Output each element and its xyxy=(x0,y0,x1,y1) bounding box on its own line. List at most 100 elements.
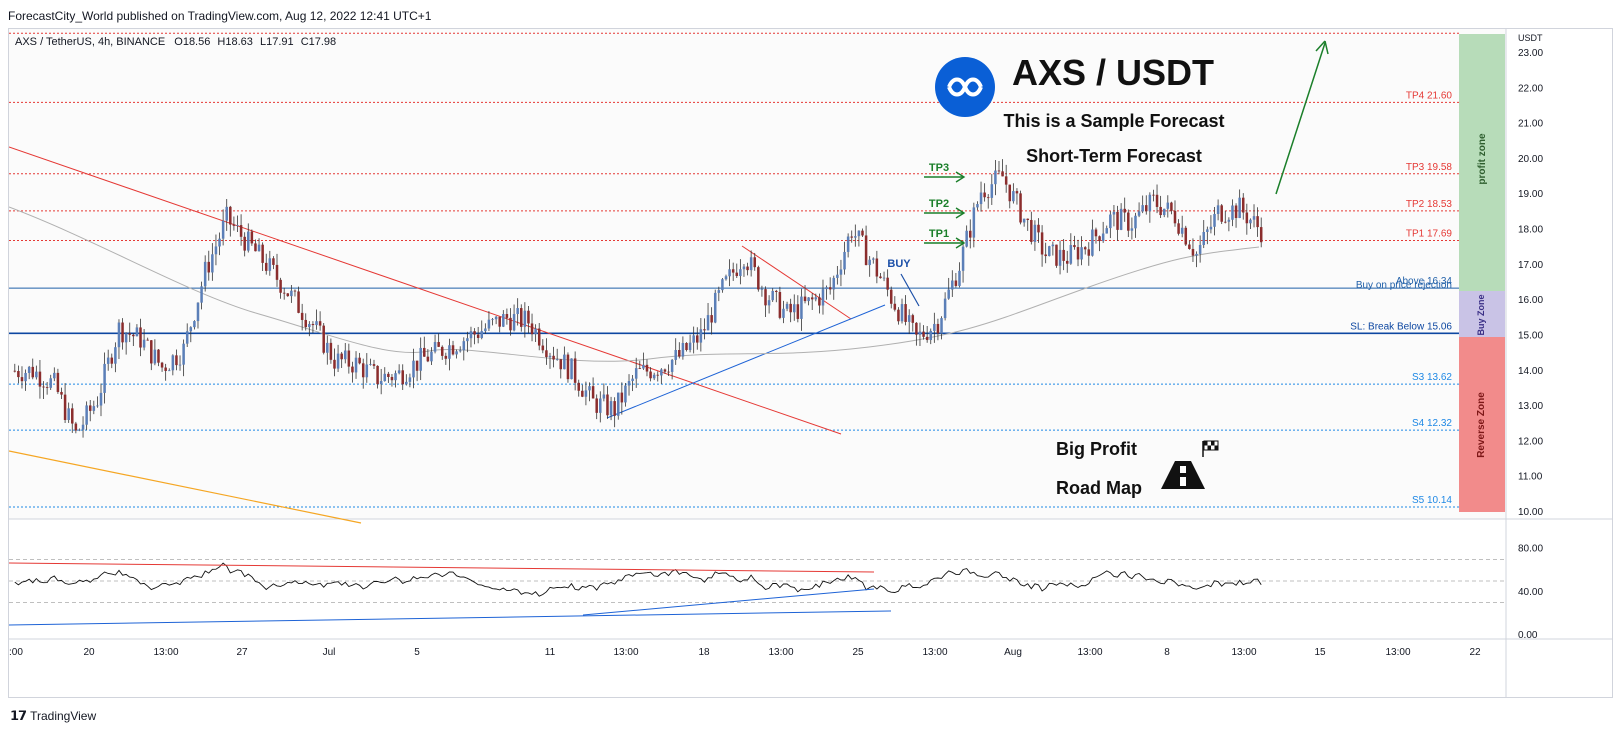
tp-arrow-head xyxy=(955,171,966,183)
candle-body xyxy=(71,408,74,424)
candle-body xyxy=(771,290,774,301)
forecast-title: AXS / USDT xyxy=(1012,52,1214,93)
candle-body xyxy=(818,297,821,306)
candle-body xyxy=(81,424,85,430)
candle-body xyxy=(1137,211,1141,216)
candle-body xyxy=(1109,214,1112,229)
candle-body xyxy=(1040,232,1044,255)
candle-body xyxy=(397,370,401,374)
forecast-subtitle-1: This is a Sample Forecast xyxy=(1003,111,1224,131)
candle-body xyxy=(20,377,24,382)
candle-body xyxy=(821,289,825,306)
candle-body xyxy=(875,258,879,277)
candle-body xyxy=(792,304,796,313)
candle-body xyxy=(933,323,936,331)
candle-body xyxy=(731,269,735,273)
candle-body xyxy=(437,342,440,347)
time-tick: 13:00 xyxy=(153,647,178,658)
forecast-subtitle-2: Short-Term Forecast xyxy=(1026,146,1202,166)
candle-body xyxy=(1184,227,1188,245)
candle-body xyxy=(936,323,940,334)
candle-body xyxy=(990,184,994,198)
candle-body xyxy=(426,356,430,362)
candle-body xyxy=(850,236,853,238)
candle-body xyxy=(649,371,652,379)
candle-body xyxy=(56,372,60,392)
candle-body xyxy=(976,204,979,208)
candle-body xyxy=(631,378,634,382)
candle-body xyxy=(854,236,857,238)
candle-body xyxy=(1001,171,1004,177)
reverse-zone-label: Reverse Zone xyxy=(1476,392,1487,458)
candle-body xyxy=(132,334,135,337)
candle-body xyxy=(904,304,907,322)
candle-body xyxy=(1051,244,1055,247)
candle-body xyxy=(699,329,703,343)
rsi-long-support-line xyxy=(8,610,892,626)
candle-body xyxy=(843,251,846,270)
candle-body xyxy=(1123,208,1126,213)
candle-body xyxy=(139,327,142,348)
candle-body xyxy=(785,303,789,309)
candle-body xyxy=(1033,224,1037,242)
candle-body xyxy=(27,366,31,373)
candle-body xyxy=(749,257,753,271)
candle-body xyxy=(175,355,178,366)
candle-body xyxy=(1166,202,1170,209)
candle-body xyxy=(918,331,922,335)
candle-body xyxy=(688,342,692,351)
candle-body xyxy=(448,345,451,359)
time-tick: 8 xyxy=(1164,647,1170,658)
candle-body xyxy=(706,315,710,331)
candle-body xyxy=(408,377,412,382)
candle-body xyxy=(85,405,88,425)
candle-body xyxy=(142,339,146,348)
candle-body xyxy=(358,357,361,364)
price-tick: 12.00 xyxy=(1518,436,1543,447)
candle-body xyxy=(498,316,501,327)
candle-body xyxy=(1198,244,1202,254)
level-label: TP3 19.58 xyxy=(1406,162,1453,173)
candle-body xyxy=(433,342,437,352)
candle-body xyxy=(290,290,293,297)
candle-body xyxy=(308,323,311,328)
buy-pointer xyxy=(900,273,920,307)
publisher-line: ForecastCity_World published on TradingV… xyxy=(8,9,432,23)
candle-body xyxy=(1119,208,1123,230)
candle-body xyxy=(563,354,566,370)
candle-body xyxy=(121,322,124,343)
candle-body xyxy=(1191,248,1195,256)
time-tick: :00 xyxy=(9,647,23,658)
candle-body xyxy=(419,347,422,371)
candle-body xyxy=(1091,229,1094,256)
candle-body xyxy=(200,286,203,303)
candle-body xyxy=(1080,247,1083,260)
candle-body xyxy=(31,366,35,378)
symbol-text: AXS / TetherUS, 4h, BINANCE xyxy=(15,36,165,48)
reverse-zone xyxy=(1459,337,1505,512)
candle-body xyxy=(1015,191,1019,194)
candle-body xyxy=(624,385,627,403)
level-lines: TP5 23.56 TP4 21.60 TP3 19.58 TP2 18.53 TP1 … xyxy=(9,21,1459,508)
candle-body xyxy=(390,376,394,381)
level-label: Above 16.34 xyxy=(1396,276,1453,287)
candle-body xyxy=(570,358,573,380)
candle-body xyxy=(983,192,986,198)
candle-body xyxy=(17,371,20,378)
candle-body xyxy=(333,359,336,369)
candle-body xyxy=(828,287,832,290)
candle-body xyxy=(674,350,677,360)
chart-svg[interactable]: profit zone Buy Zone Reverse Zone TP5 23… xyxy=(8,21,1612,697)
level-label: TP1 17.69 xyxy=(1406,228,1453,239)
candle-body xyxy=(243,236,246,251)
time-tick: 27 xyxy=(236,647,248,658)
time-axis: :00 20 13:00 27 Jul 5 11 13:00 18 13:00 25 13:00 Aug… xyxy=(9,647,1481,658)
candle-body xyxy=(451,345,455,355)
candle-body xyxy=(552,355,555,360)
candle-body xyxy=(922,331,925,337)
candle-body xyxy=(164,367,167,371)
tp-arrow-label: TP3 xyxy=(929,162,949,174)
price-tick: 14.00 xyxy=(1518,366,1543,377)
candle-body xyxy=(778,292,782,318)
rsi-line xyxy=(14,562,1262,597)
